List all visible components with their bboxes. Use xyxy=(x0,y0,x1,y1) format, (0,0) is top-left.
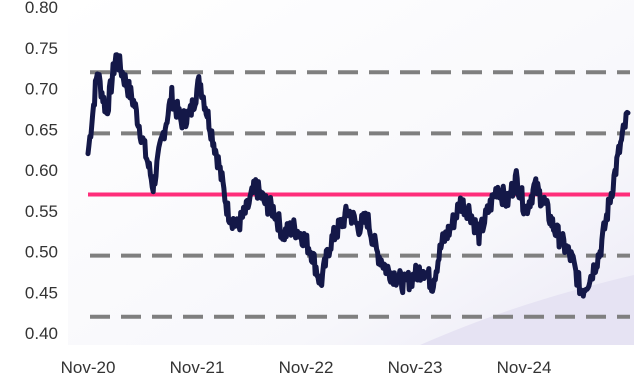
x-axis-tick-labels: Nov-20 Nov-21 Nov-22 Nov-23 Nov-24 xyxy=(61,358,552,377)
y-tick-label: 0.60 xyxy=(25,161,58,180)
y-tick-label: 0.70 xyxy=(25,80,58,99)
x-tick-label: Nov-20 xyxy=(61,358,116,377)
series-line xyxy=(85,52,631,299)
y-axis-tick-labels: 0.80 0.75 0.70 0.65 0.60 0.55 0.50 0.45 0.40 xyxy=(25,0,58,343)
x-tick-label: Nov-21 xyxy=(170,358,225,377)
x-tick-label: Nov-22 xyxy=(279,358,334,377)
y-tick-label: 0.55 xyxy=(25,202,58,221)
y-tick-label: 0.65 xyxy=(25,120,58,139)
y-tick-label: 0.80 xyxy=(25,0,58,17)
y-tick-label: 0.50 xyxy=(25,243,58,262)
x-tick-label: Nov-24 xyxy=(497,358,552,377)
x-tick-label: Nov-23 xyxy=(388,358,443,377)
y-tick-label: 0.75 xyxy=(25,39,58,58)
y-tick-label: 0.45 xyxy=(25,283,58,302)
plot-background xyxy=(68,0,634,345)
y-tick-label: 0.40 xyxy=(25,324,58,343)
